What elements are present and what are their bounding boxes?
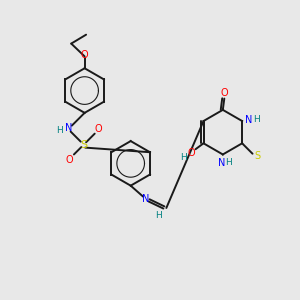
Text: O: O xyxy=(66,154,73,164)
Text: N: N xyxy=(218,158,225,168)
Text: H: H xyxy=(155,212,162,220)
Text: O: O xyxy=(187,148,195,158)
Text: N: N xyxy=(64,123,72,133)
Text: H: H xyxy=(253,115,260,124)
Text: H: H xyxy=(57,126,63,135)
Text: S: S xyxy=(254,151,260,161)
Text: H: H xyxy=(225,158,232,167)
Text: N: N xyxy=(245,115,252,124)
Text: O: O xyxy=(81,50,88,60)
Text: O: O xyxy=(220,88,228,98)
Text: H: H xyxy=(180,153,187,162)
Text: S: S xyxy=(80,140,87,150)
Text: O: O xyxy=(95,124,102,134)
Text: N: N xyxy=(142,194,149,204)
